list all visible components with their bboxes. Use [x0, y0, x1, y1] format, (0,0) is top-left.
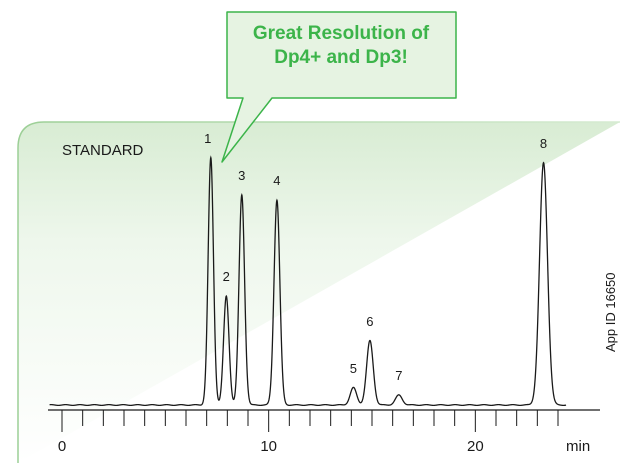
x-axis-ticks [61, 410, 559, 432]
peak-label-4: 4 [273, 172, 281, 188]
x-tick-label: 10 [260, 438, 277, 455]
callout-line-1: Great Resolution of [252, 23, 430, 44]
peak-label-3: 3 [238, 168, 246, 184]
plot-panel [17, 121, 620, 463]
x-axis-unit-label: min [566, 438, 591, 455]
x-tick-label: 20 [466, 438, 484, 455]
peak-label-8: 8 [539, 135, 548, 151]
peak-label-7: 7 [395, 368, 403, 384]
chromatogram-trace [49, 155, 567, 407]
peak-label-2: 2 [222, 269, 230, 285]
app-id-label: App ID 16650 [603, 272, 618, 352]
callout-text: Great Resolution of Dp4+ and Dp3! [232, 22, 450, 70]
peak-label-6: 6 [366, 313, 374, 329]
x-tick-label: 0 [57, 438, 67, 455]
peak-label-5: 5 [349, 360, 358, 376]
peak-label-1: 1 [204, 131, 212, 146]
callout-line-2: Dp4+ and Dp3! [274, 47, 408, 68]
callout-bubble [221, 11, 457, 163]
chart-title: STANDARD [62, 142, 144, 159]
